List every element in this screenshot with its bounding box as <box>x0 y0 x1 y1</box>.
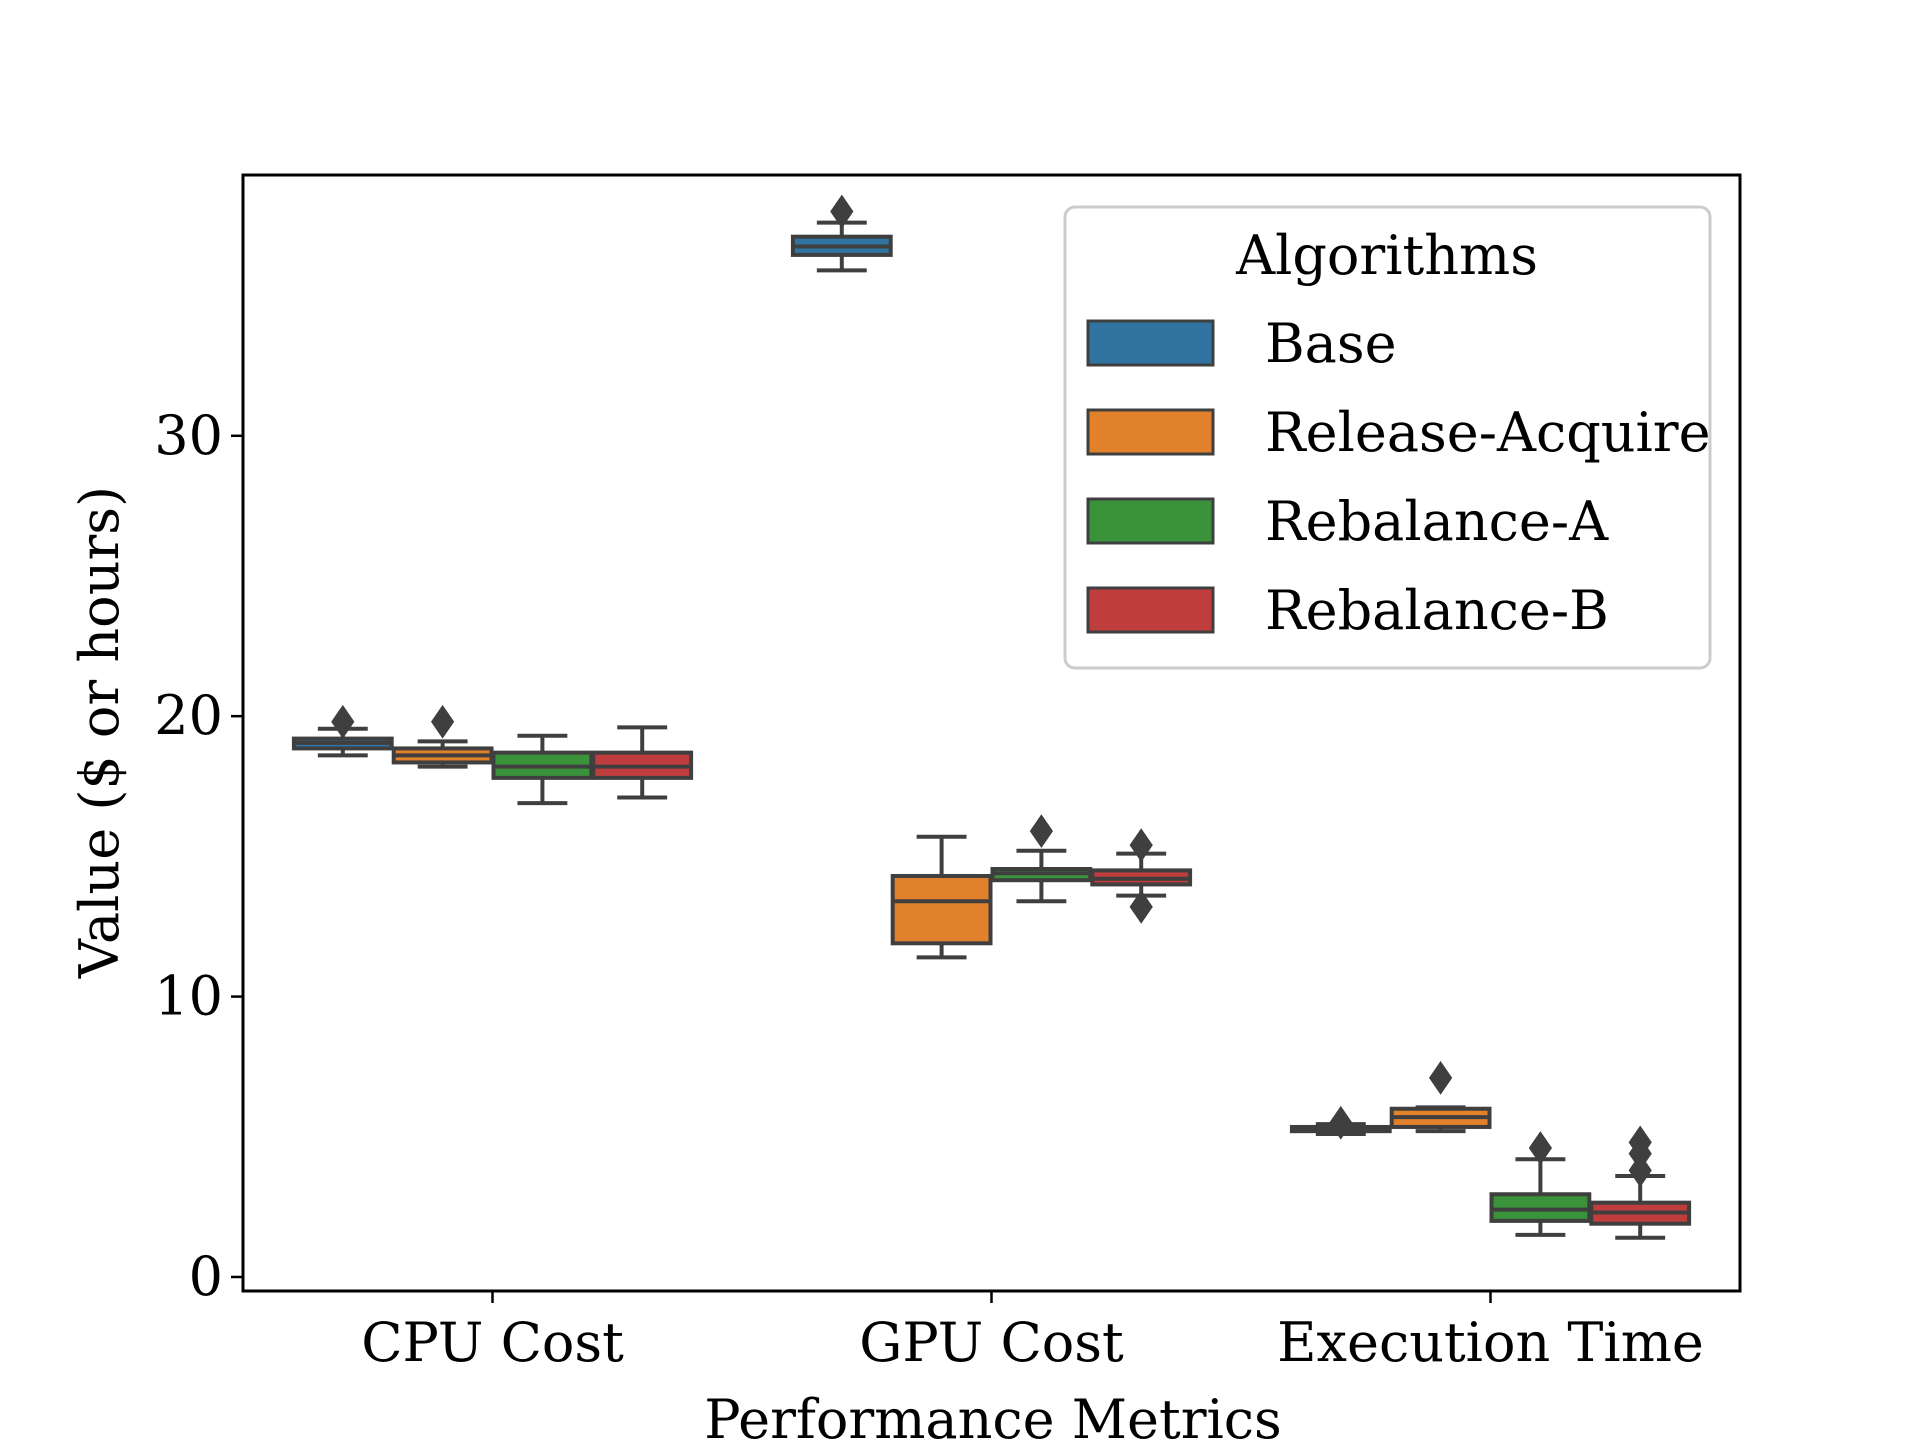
box-group <box>1090 828 1193 924</box>
box-group <box>990 814 1093 904</box>
box-group <box>1289 1105 1392 1140</box>
box-group <box>890 834 993 960</box>
legend-title: Algorithms <box>1235 224 1538 287</box>
legend-label: Base <box>1265 312 1397 375</box>
outlier-point <box>430 704 455 739</box>
legend-label: Rebalance-A <box>1265 490 1609 553</box>
outlier-point <box>1029 814 1054 849</box>
legend-label: Rebalance-B <box>1265 579 1609 642</box>
outlier-point <box>1129 828 1153 863</box>
box <box>890 874 993 946</box>
outlier-point <box>1428 1061 1453 1095</box>
y-axis-title: Value ($ or hours) <box>68 486 131 979</box>
legend-swatch <box>1086 408 1215 456</box>
outlier-point <box>1528 1131 1553 1165</box>
legend: Algorithms Base Release-Acquire Rebalance-… <box>1063 205 1712 670</box>
x-tick-label: GPU Cost <box>859 1311 1124 1374</box>
box-group <box>291 704 394 758</box>
box-group <box>591 725 694 800</box>
box-group <box>1489 1131 1592 1237</box>
outlier-point <box>1329 1105 1353 1140</box>
legend-label: Release-Acquire <box>1265 401 1711 464</box>
box <box>1489 1192 1592 1223</box>
outlier-point <box>1129 889 1153 924</box>
outlier-point <box>1628 1125 1652 1160</box>
x-axis-title: Performance Metrics <box>704 1388 1282 1440</box>
legend-swatch <box>1086 497 1215 545</box>
y-tick-label: 0 <box>189 1245 223 1308</box>
box-group <box>391 704 494 769</box>
legend-swatch <box>1086 319 1215 367</box>
y-tick-label: 10 <box>154 965 223 1028</box>
outlier-point <box>331 704 355 739</box>
outlier-point <box>830 194 854 229</box>
legend-swatch <box>1086 586 1215 634</box>
legend-frame <box>1063 205 1712 670</box>
y-tick-label: 30 <box>154 404 223 467</box>
y-tick-label: 20 <box>154 684 223 747</box>
plot-area: 0 10 20 30 CPU Cost GPU Cost Execution Time <box>154 173 1742 1374</box>
box-group <box>491 733 594 806</box>
x-tick-label: CPU Cost <box>361 1311 624 1374</box>
box-group <box>1589 1125 1692 1240</box>
box-group <box>790 194 893 273</box>
x-tick-label: Execution Time <box>1277 1311 1704 1374</box>
box-group <box>1389 1061 1492 1134</box>
